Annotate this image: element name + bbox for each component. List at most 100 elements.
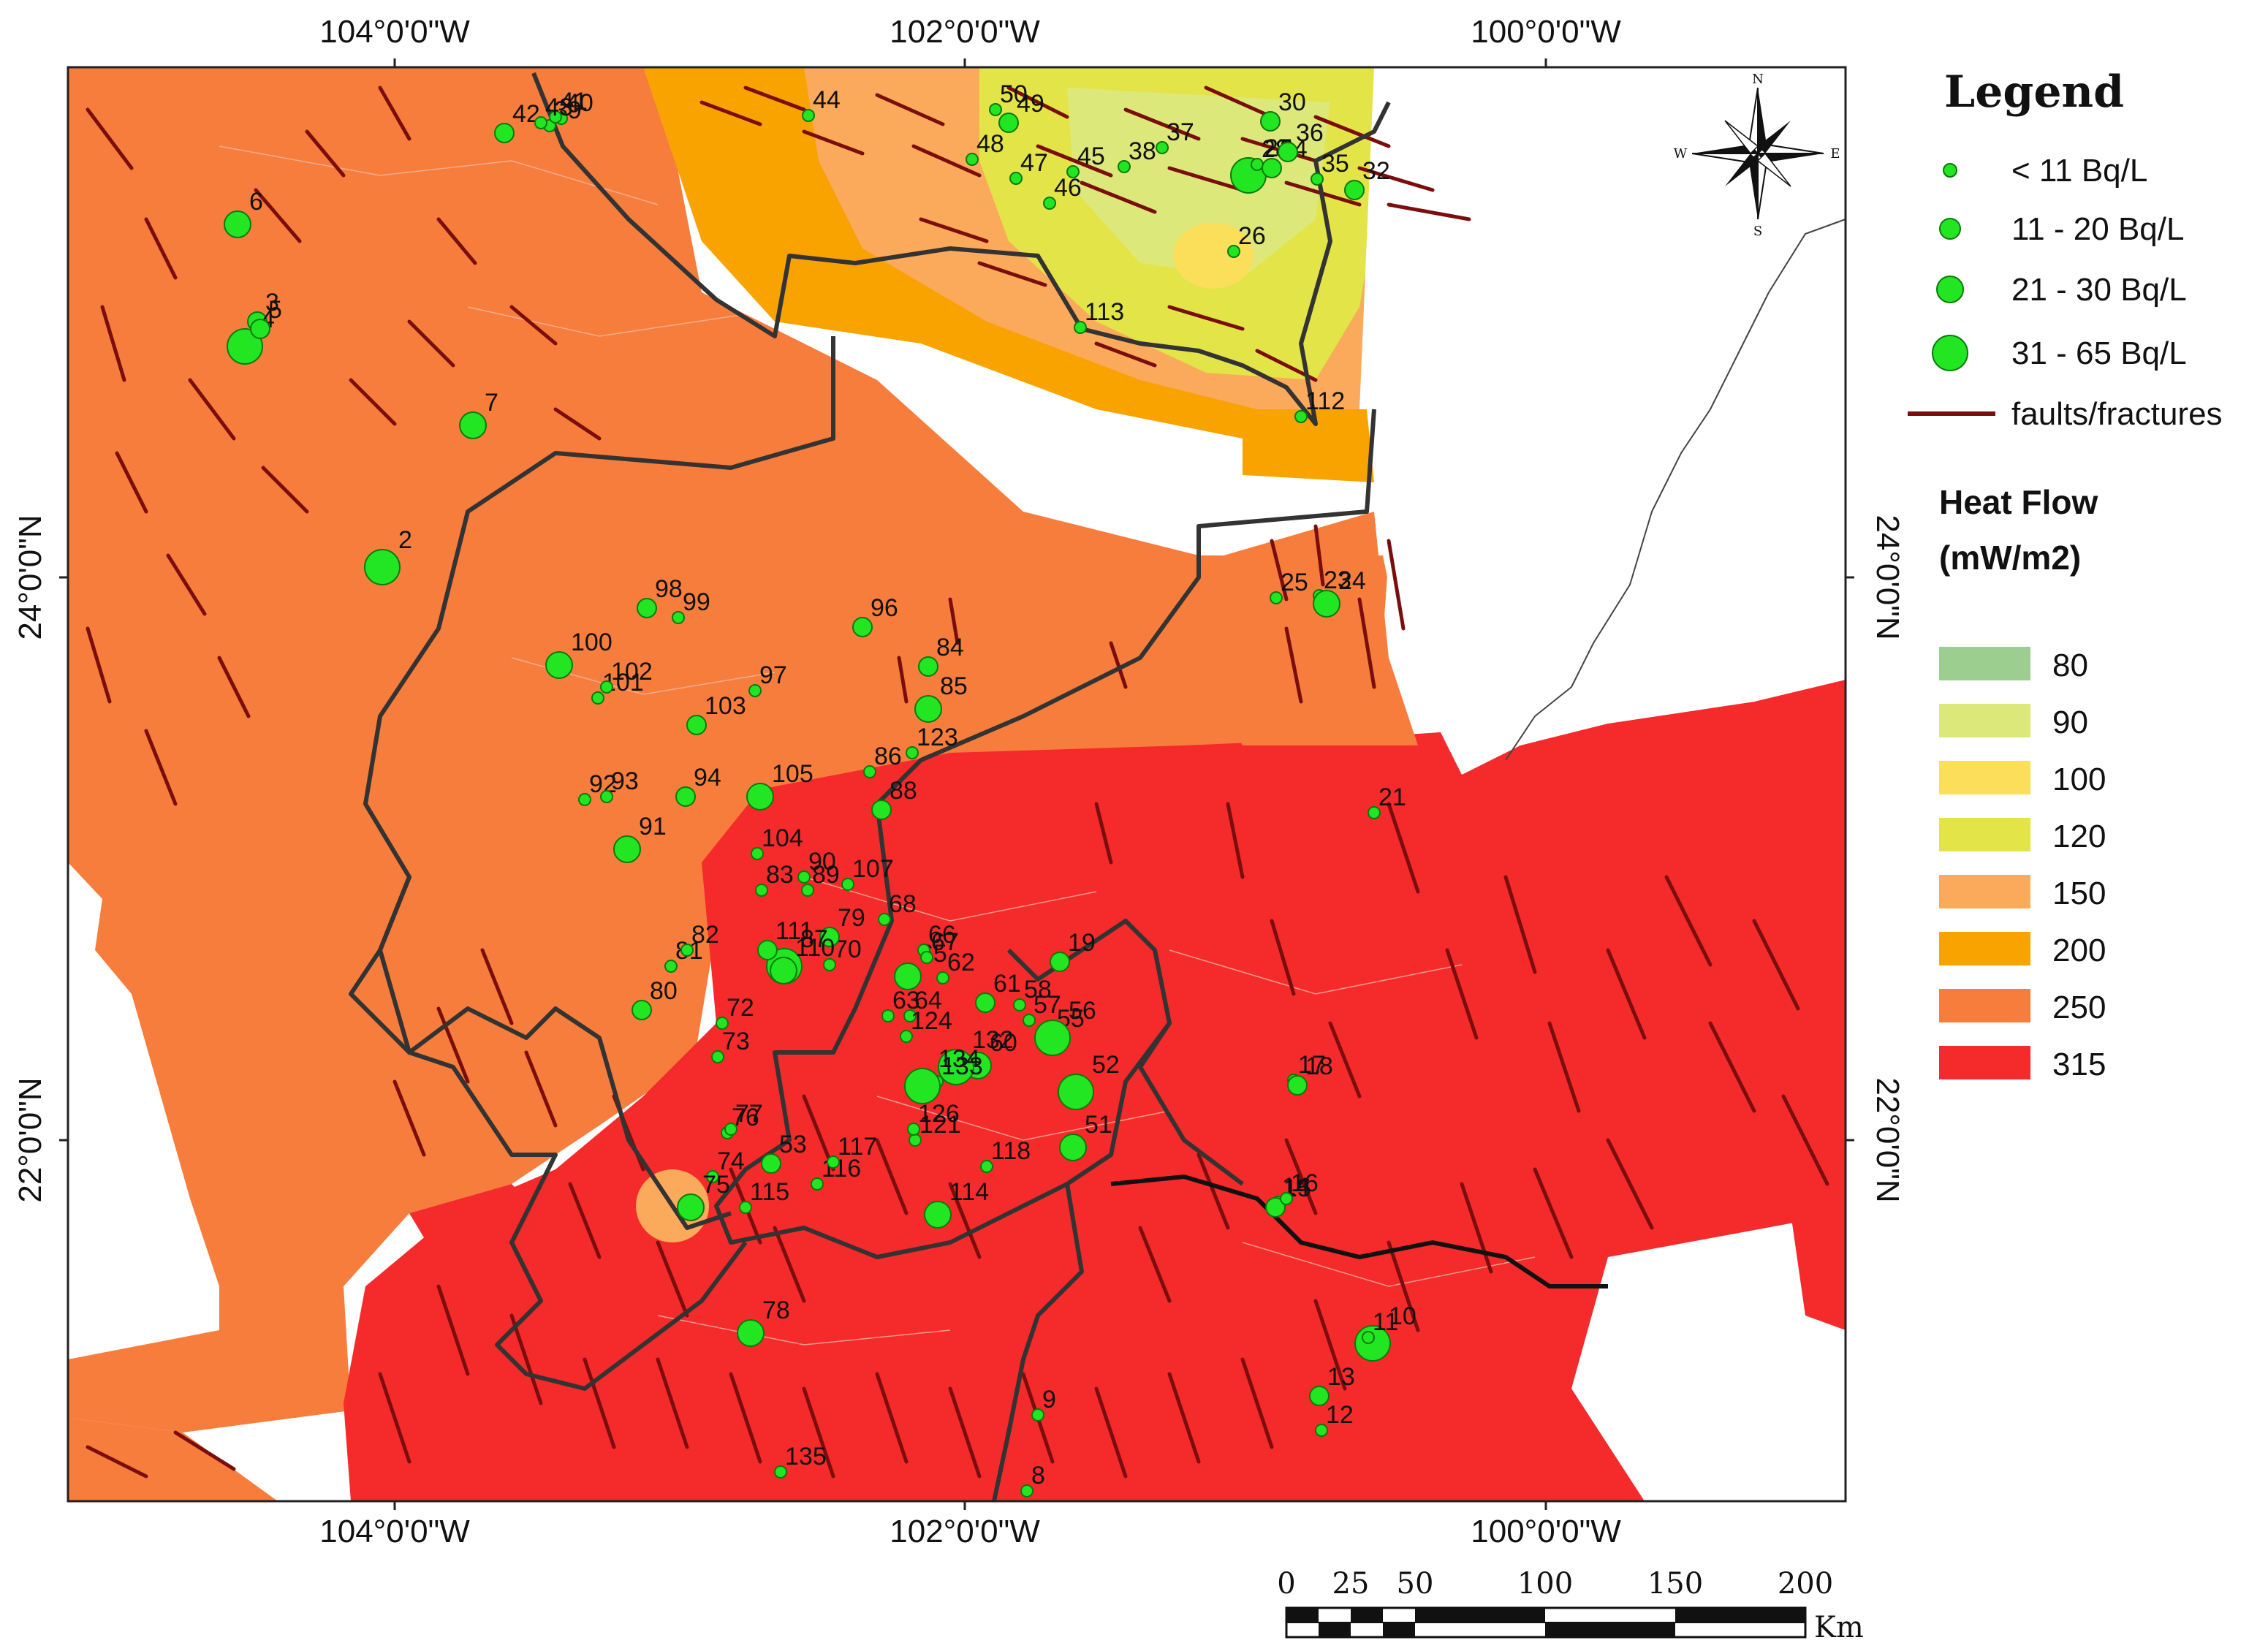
legend-class-label: 21 - 30 Bq/L <box>2011 272 2187 308</box>
scale-tick-label: 150 <box>1647 1567 1703 1601</box>
sample-site-label: 60 <box>990 1029 1017 1057</box>
sample-site-label: 115 <box>750 1178 789 1206</box>
sample-site-marker <box>534 116 547 129</box>
sample-site-marker <box>1009 172 1023 185</box>
sample-site-marker <box>1020 1484 1034 1498</box>
sample-site-marker <box>906 746 919 759</box>
sample-site-label: 11 <box>1373 1308 1398 1336</box>
sample-site-marker <box>1043 197 1056 210</box>
sample-site-label: 32 <box>1362 157 1390 185</box>
sample-site-label: 16 <box>1291 1169 1319 1197</box>
sample-site-marker <box>1034 1020 1071 1056</box>
sample-site-label: 66 <box>928 921 956 949</box>
sample-site-label: 100 <box>571 629 612 656</box>
left-lat-label: 22°0'0"N <box>12 1077 48 1202</box>
sample-site-marker <box>724 1123 737 1136</box>
scale-tick-label: 200 <box>1778 1567 1833 1601</box>
sample-site-label: 25 <box>1281 569 1308 596</box>
heat-flow-label: 90 <box>2052 705 2088 740</box>
sample-site-marker <box>1344 180 1365 200</box>
sample-site-label: 50 <box>1000 80 1028 108</box>
sample-site-marker <box>975 993 995 1013</box>
sample-site-label: 118 <box>991 1137 1031 1165</box>
heat-flow-zone-100 <box>1173 223 1254 289</box>
heat-flow-title: Heat Flow <box>1939 483 2098 521</box>
sample-site-label: 74 <box>717 1147 745 1175</box>
sample-site-marker <box>1309 1386 1330 1406</box>
sample-site-label: 88 <box>890 777 917 805</box>
sample-site-label: 7 <box>485 389 498 417</box>
sample-site-marker <box>1262 158 1282 178</box>
sample-site-label: 79 <box>838 904 865 932</box>
sample-site-label: 48 <box>976 130 1004 158</box>
heat-flow-units: (mW/m2) <box>1939 539 2081 577</box>
outside-area-east <box>1359 67 1846 775</box>
sample-site-marker <box>600 790 613 803</box>
sample-site-label: 87 <box>800 925 828 953</box>
heat-flow-label: 120 <box>2052 819 2106 854</box>
sample-site-marker <box>881 1009 895 1022</box>
top-lon-label: 102°0'0"W <box>890 14 1040 50</box>
sample-site-label: 43 <box>545 94 573 121</box>
sample-site-label: 10 <box>1389 1302 1416 1330</box>
sample-site-marker <box>761 1153 781 1174</box>
bottom-lon-label: 100°0'0"W <box>1471 1514 1621 1549</box>
sample-site-label: 72 <box>727 994 754 1022</box>
sample-site-marker <box>364 549 401 585</box>
heat-flow-swatch <box>1939 704 2030 737</box>
sample-site-marker <box>1280 1192 1293 1205</box>
sample-site-marker <box>637 598 657 618</box>
sample-site-label: 6 <box>249 188 263 216</box>
sample-site-marker <box>1066 165 1080 178</box>
sample-site-marker <box>711 1050 724 1063</box>
sample-site-marker <box>920 951 933 964</box>
east-label: E <box>1830 146 1840 162</box>
sample-site-label: 8 <box>1031 1462 1045 1489</box>
sample-site-marker <box>903 1009 917 1022</box>
sample-site-label: 80 <box>650 977 678 1005</box>
sites-layer: 2345678910111213141516171819212324252627… <box>224 80 1416 1498</box>
sample-site-marker <box>1270 591 1283 604</box>
sample-site-label: 18 <box>1305 1052 1333 1080</box>
sample-site-marker <box>819 927 840 947</box>
heat-flow-swatch <box>1939 989 2030 1022</box>
sample-site-label: 104 <box>762 824 803 852</box>
sample-site-label: 58 <box>1024 976 1052 1003</box>
bottom-lon-label: 102°0'0"W <box>890 1514 1040 1549</box>
sample-site-marker <box>938 1049 974 1085</box>
sample-site-marker <box>1260 111 1281 132</box>
outside-area-west <box>68 862 219 1359</box>
sample-site-marker <box>494 123 515 143</box>
sample-site-label: 73 <box>722 1028 750 1055</box>
heat-flow-label: 200 <box>2052 933 2106 968</box>
heat-flow-label: 315 <box>2052 1047 2106 1082</box>
heat-flow-zone-90 <box>1067 88 1330 278</box>
sample-site-label: 121 <box>919 1111 961 1139</box>
sample-site-marker <box>1287 1075 1308 1096</box>
sample-site-marker <box>600 680 613 694</box>
sample-site-label: 47 <box>1020 149 1048 177</box>
sample-site-marker <box>802 109 815 122</box>
sample-site-label: 36 <box>1296 119 1324 147</box>
sample-site-label: 61 <box>993 970 1021 998</box>
sample-site-marker <box>613 835 641 863</box>
sample-site-marker <box>823 958 836 971</box>
sample-site-marker <box>680 944 694 957</box>
heat-flow-swatch <box>1939 875 2030 908</box>
sample-site-label: 107 <box>852 855 894 883</box>
sample-site-marker <box>1315 1424 1328 1437</box>
sample-site-label: 94 <box>694 764 721 792</box>
sample-site-label: 51 <box>1085 1111 1112 1139</box>
sample-site-marker <box>841 878 854 891</box>
sample-site-label: 90 <box>808 848 836 876</box>
sample-site-label: 110 <box>795 934 835 962</box>
scale-tick-label: 50 <box>1397 1567 1434 1601</box>
heat-flow-label: 250 <box>2052 990 2106 1025</box>
heat-flow-label: 150 <box>2052 876 2106 911</box>
sample-site-label: 63 <box>892 987 920 1014</box>
sample-site-marker <box>716 1017 729 1030</box>
sample-site-marker <box>989 103 1002 116</box>
sample-site-label: 45 <box>1077 143 1105 170</box>
sample-site-label: 132 <box>972 1026 1014 1054</box>
sample-site-marker <box>1313 590 1340 618</box>
